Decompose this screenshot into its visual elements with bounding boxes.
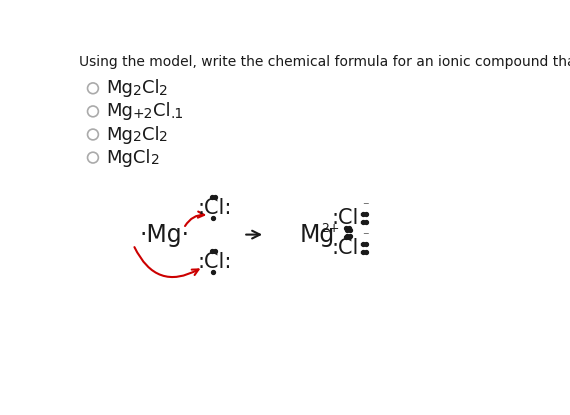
Text: :Cl:: :Cl:	[332, 238, 366, 258]
Text: Mg: Mg	[300, 222, 335, 247]
Text: 2: 2	[133, 130, 142, 144]
Text: 2: 2	[133, 84, 142, 98]
Text: ⁻: ⁻	[363, 230, 369, 244]
Text: Using the model, write the chemical formula for an ionic compound that has Mg an: Using the model, write the chemical form…	[79, 55, 570, 69]
Text: Mg: Mg	[106, 103, 133, 120]
Text: Mg: Mg	[106, 125, 133, 144]
Text: :Cl:: :Cl:	[197, 198, 232, 217]
FancyArrowPatch shape	[185, 212, 204, 226]
Text: Mg: Mg	[106, 79, 133, 97]
Text: +2: +2	[133, 107, 153, 121]
Text: :Cl:: :Cl:	[332, 208, 366, 228]
FancyArrowPatch shape	[135, 247, 198, 277]
Text: MgCl: MgCl	[106, 149, 150, 166]
Text: Cl: Cl	[142, 125, 160, 144]
Text: .1: .1	[171, 107, 184, 121]
Text: Cl: Cl	[142, 79, 160, 97]
Text: :Cl:: :Cl:	[197, 251, 232, 271]
Text: 2: 2	[160, 84, 168, 98]
Text: 2: 2	[160, 130, 168, 144]
Text: 2: 2	[150, 153, 160, 167]
Text: ⁻: ⁻	[363, 200, 369, 213]
Text: ·Mg·: ·Mg·	[139, 222, 189, 247]
Text: 2+: 2+	[321, 222, 340, 235]
Text: Cl: Cl	[153, 103, 171, 120]
